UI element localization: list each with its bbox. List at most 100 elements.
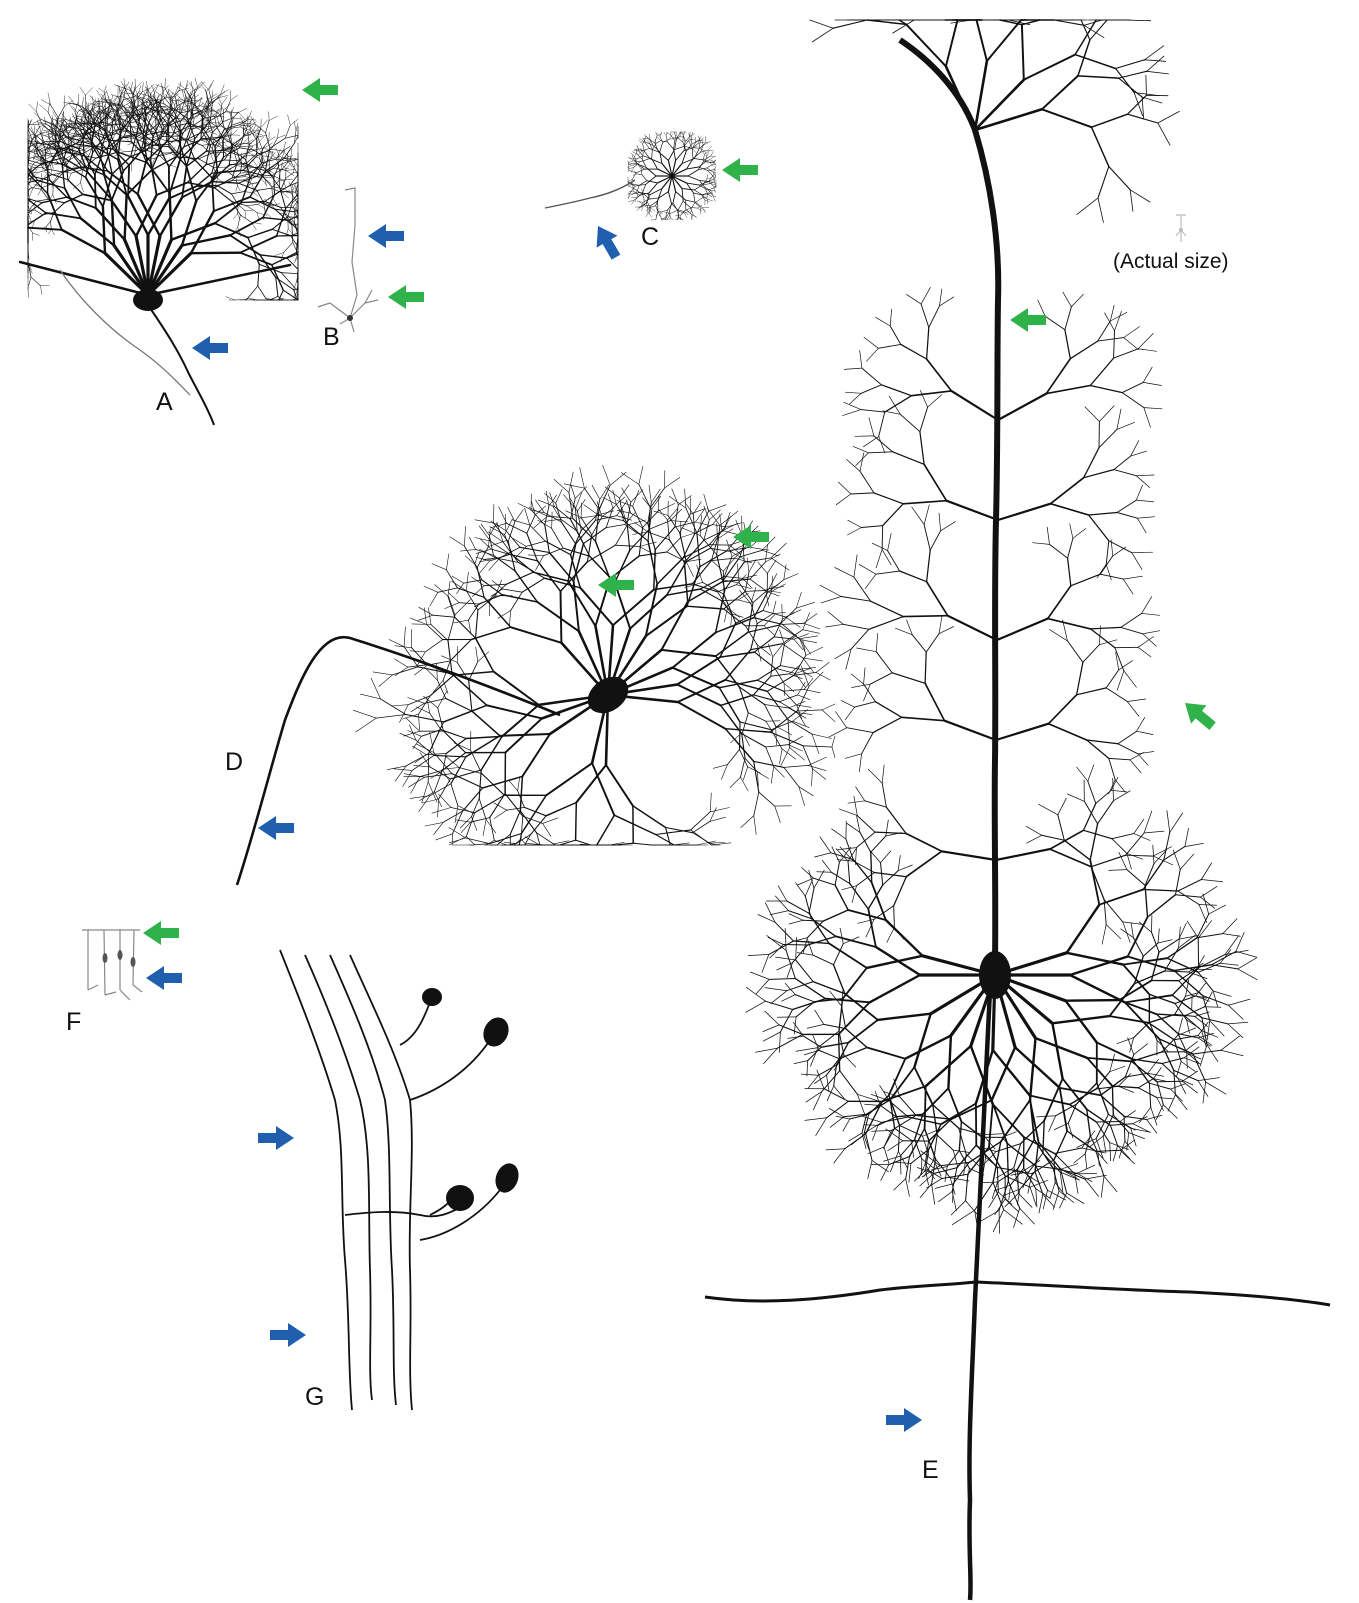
dendrite-segment — [850, 628, 870, 650]
dendrite-segment — [166, 124, 177, 128]
dendrite-segment — [1143, 810, 1153, 834]
dendrite-segment — [710, 151, 714, 157]
dendrite-segment — [1083, 800, 1099, 825]
dendrite-segment — [495, 579, 502, 597]
dendrite-segment — [923, 504, 930, 525]
dendrite-segment — [698, 142, 706, 149]
dendrite-segment — [1122, 963, 1151, 996]
dendrite-segment — [1087, 764, 1095, 782]
dendrite-segment — [95, 123, 110, 133]
dendrite-segment — [975, 19, 988, 62]
dendrite-segment — [762, 1031, 781, 1042]
dendrite-segment — [494, 809, 508, 819]
dendrite-segment — [149, 160, 158, 196]
dendrite-segment — [47, 128, 50, 138]
dendrite-segment — [887, 533, 892, 551]
dendrite-segment — [235, 158, 240, 169]
dendrite-segment — [279, 156, 291, 161]
dendrite-segment — [1114, 647, 1125, 672]
dendrite-segment — [552, 505, 562, 520]
dendrite-segment — [1069, 523, 1074, 539]
dendrite-segment — [82, 131, 93, 136]
dendrite-segment — [67, 172, 72, 182]
dendrite-segment — [873, 905, 895, 920]
dendrite-segment — [230, 126, 241, 129]
dendrite-segment — [658, 211, 662, 217]
panel-a-axon — [149, 307, 215, 426]
dendrite-segment — [1109, 1065, 1126, 1073]
dendrite-segment — [763, 625, 775, 636]
dendrite-segment — [833, 1148, 846, 1164]
dendrite-segment — [779, 665, 801, 670]
dendrite-segment — [702, 179, 708, 186]
dendrite-segment — [117, 158, 128, 197]
dendrite-segment — [117, 95, 121, 109]
dendrite-segment — [235, 185, 238, 192]
dendrite-segment — [855, 847, 857, 865]
dendrite-segment — [640, 141, 647, 143]
dendrite-segment — [1118, 77, 1143, 98]
dendrite-segment — [947, 1034, 953, 1090]
dendrite-segment — [952, 1149, 970, 1153]
dendrite-segment — [1095, 1149, 1121, 1152]
dendrite-segment — [830, 852, 854, 861]
dendrite-segment — [698, 161, 706, 168]
dendrite-segment — [591, 762, 616, 817]
dendrite-segment — [478, 798, 487, 820]
dendrite-segment — [119, 123, 137, 138]
dendrite-segment — [269, 137, 286, 149]
dendrite-segment — [543, 547, 564, 557]
dendrite-segment — [1178, 968, 1197, 982]
dendrite-segment — [885, 819, 889, 837]
dendrite-segment — [883, 1155, 901, 1162]
dendrite-segment — [834, 567, 855, 578]
dendrite-segment — [899, 1124, 924, 1137]
dendrite-segment — [643, 199, 649, 203]
dendrite-segment — [264, 200, 282, 208]
dendrite-segment — [828, 727, 848, 738]
dendrite-segment — [619, 497, 624, 522]
dendrite-segment — [797, 877, 814, 886]
dendrite-segment — [1219, 949, 1232, 964]
dendrite-segment — [74, 122, 85, 125]
dendrite-segment — [657, 494, 660, 512]
dendrite-segment — [289, 182, 299, 186]
dendrite-segment — [684, 146, 692, 149]
dendrite-segment — [1198, 904, 1218, 906]
dendrite-segment — [289, 175, 298, 186]
dendrite-segment — [65, 154, 79, 163]
dendrite-segment — [1197, 1077, 1220, 1081]
dendrite-segment — [116, 111, 122, 132]
dendrite-segment — [220, 104, 223, 116]
dendrite-segment — [146, 251, 193, 297]
dendrite-segment — [939, 296, 955, 307]
dendrite-segment — [1117, 1145, 1131, 1159]
dendrite-segment — [191, 94, 199, 101]
dendrite-segment — [675, 132, 678, 138]
dendrite-segment — [481, 773, 505, 796]
dendrite-segment — [138, 107, 147, 110]
dendrite-segment — [703, 530, 724, 541]
dendrite-segment — [677, 209, 685, 212]
dendrite-segment — [282, 150, 290, 157]
dendrite-segment — [497, 610, 512, 619]
dendrite-segment — [996, 1166, 999, 1193]
dendrite-segment — [712, 159, 717, 163]
dendrite-segment — [802, 639, 807, 656]
dendrite-segment — [627, 170, 629, 172]
dendrite-segment — [660, 140, 668, 143]
dendrite-segment — [292, 182, 296, 192]
dendrite-segment — [779, 643, 785, 667]
dendrite-segment — [194, 159, 213, 179]
dendrite-segment — [710, 557, 736, 562]
dendrite-segment — [668, 539, 685, 564]
dendrite-segment — [256, 187, 272, 191]
dendrite-segment — [1161, 1062, 1179, 1079]
dendrite-segment — [830, 871, 851, 885]
dendrite-segment — [238, 112, 246, 120]
dendrite-segment — [1150, 931, 1160, 953]
dendrite-segment — [691, 132, 693, 138]
dendrite-segment — [473, 598, 491, 608]
dendrite-segment — [532, 571, 569, 582]
dendrite-segment — [994, 847, 1052, 862]
